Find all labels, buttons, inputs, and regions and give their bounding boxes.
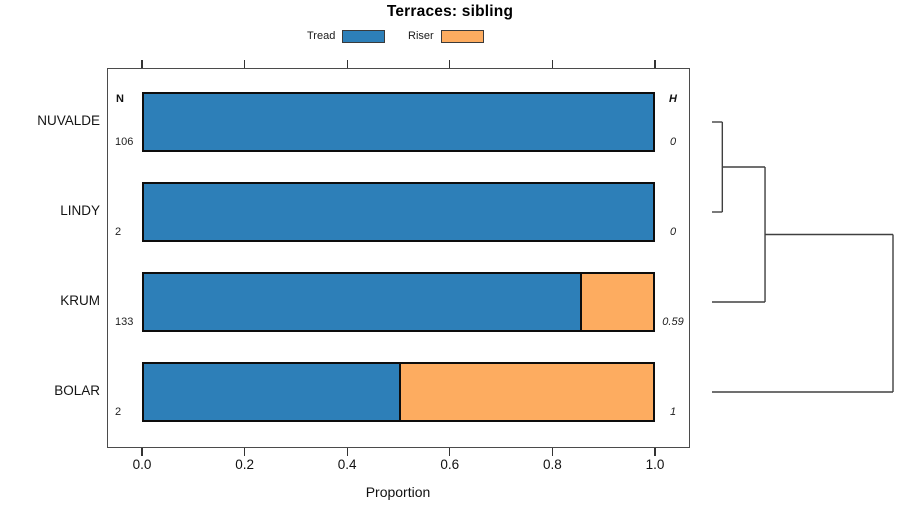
x-tick-label: 0.2 <box>235 457 254 472</box>
x-tick-label: 0.4 <box>337 457 357 472</box>
bar-segment-tread <box>144 184 653 240</box>
n-value: 106 <box>115 136 134 148</box>
x-tick-top <box>551 60 554 68</box>
n-column-header: N <box>116 93 124 105</box>
x-tick-label: 1.0 <box>645 457 665 472</box>
n-value: 2 <box>115 226 122 238</box>
bar-segment-riser <box>580 274 653 330</box>
x-tick-top <box>243 60 246 68</box>
h-value: 0.59 <box>662 316 684 328</box>
plot-frame <box>107 68 690 448</box>
n-value: 133 <box>115 316 134 328</box>
chart-title: Terraces: sibling <box>386 3 514 20</box>
bar-lindy <box>142 182 655 242</box>
legend-swatch-riser <box>440 29 484 43</box>
x-tick-bottom <box>346 448 348 456</box>
bar-krum <box>142 272 655 332</box>
bar-nuvalde <box>142 92 655 152</box>
x-tick-top <box>654 60 656 68</box>
category-label: KRUM <box>60 293 100 308</box>
bar-segment-riser <box>398 364 653 420</box>
legend-label-tread: Tread <box>307 30 336 42</box>
category-label: LINDY <box>60 203 100 218</box>
category-label: NUVALDE <box>37 113 100 128</box>
bar-segment-tread <box>144 364 399 420</box>
x-tick-bottom <box>551 448 554 456</box>
x-tick-label: 0.6 <box>440 457 460 472</box>
bar-segment-tread <box>144 94 653 150</box>
x-tick-bottom <box>654 448 656 456</box>
x-tick-bottom <box>141 448 143 456</box>
h-value: 0 <box>669 226 677 238</box>
n-value: 2 <box>115 406 122 418</box>
x-tick-bottom <box>243 448 246 456</box>
bar-bolar <box>142 362 655 422</box>
bar-segment-tread <box>144 274 581 330</box>
category-label: BOLAR <box>54 383 100 398</box>
x-tick-top <box>449 60 451 68</box>
h-column-header: H <box>669 93 677 105</box>
x-tick-label: 0.0 <box>132 457 152 472</box>
x-tick-bottom <box>449 448 451 456</box>
x-axis-title: Proportion <box>365 484 431 500</box>
legend-item-riser: Riser <box>408 28 484 44</box>
h-value: 0 <box>669 136 677 148</box>
legend-swatch-tread <box>342 29 386 43</box>
x-tick-top <box>346 60 348 68</box>
x-tick-label: 0.8 <box>543 457 562 472</box>
legend-label-riser: Riser <box>408 30 434 42</box>
x-tick-top <box>141 60 143 68</box>
legend-item-tread: Tread <box>307 28 386 44</box>
h-value: 1 <box>669 406 677 418</box>
